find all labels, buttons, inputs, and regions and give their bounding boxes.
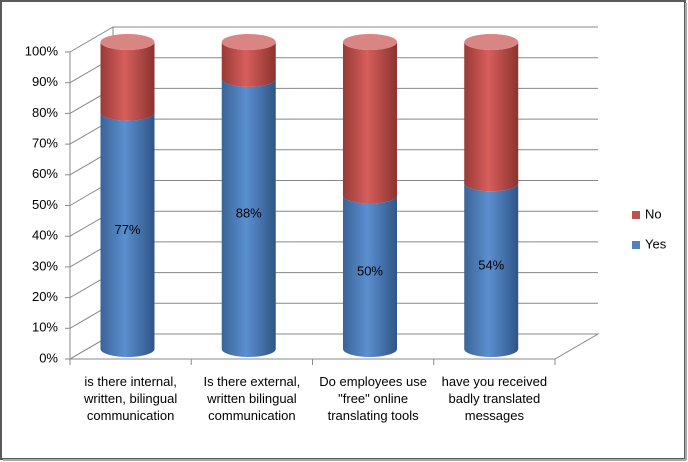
cylinder-cap [342,34,397,50]
value-label: 88% [236,205,262,220]
cylinder-segment [100,112,155,357]
x-tick-label: is there internal, written, bilingual co… [84,374,178,423]
y-tick-label: 90% [32,74,58,89]
x-tick-label: have you received badly translated messa… [441,374,548,423]
legend: No Yes [632,206,667,251]
cylinder-segment [342,195,397,357]
plot: 77% 88% 50% 54% [100,34,519,357]
legend-label: Yes [645,236,667,251]
cylinder-segment [342,42,397,204]
y-tick-label: 10% [32,320,58,335]
cylinder-cap [464,34,519,50]
y-tick-label: 50% [32,197,58,212]
cylinder-segment [221,78,276,357]
y-tick-label: 0% [39,350,58,365]
x-tick-label: Is there external, written bilingual com… [203,374,301,423]
x-tick-label: Do employees use "free" online translati… [319,374,427,423]
y-tick-label: 80% [32,105,58,120]
cylinder-segment [464,42,519,192]
value-label: 54% [478,258,504,273]
value-label: 50% [357,264,383,279]
cylinder-cap [221,34,276,50]
legend-label: No [645,206,662,221]
cylinder-segment [464,183,519,357]
y-tick-label: 60% [32,166,58,181]
cylinder-cap [100,34,155,50]
legend-swatch [632,241,640,249]
y-tick-label: 70% [32,136,58,151]
y-tick-label: 100% [25,43,59,58]
cylinder-segment [221,42,276,87]
cylinder-segment [100,42,155,121]
legend-swatch [632,211,640,219]
y-tick-label: 30% [32,258,58,273]
y-tick-label: 20% [32,289,58,304]
y-tick-label: 40% [32,228,58,243]
value-label: 77% [114,222,140,237]
